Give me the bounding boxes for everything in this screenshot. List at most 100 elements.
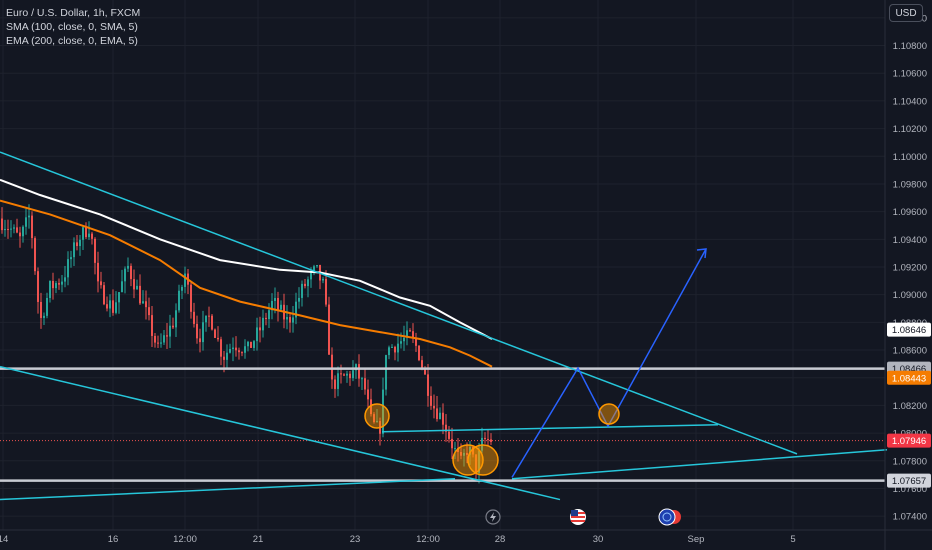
candle-body [403, 337, 405, 342]
candle-body [229, 348, 231, 353]
candle-body [154, 335, 156, 343]
candle-body [439, 412, 441, 420]
candle-body [67, 259, 69, 278]
candle-body [298, 297, 300, 302]
event-icons[interactable] [485, 508, 681, 526]
candle-body [139, 285, 141, 304]
candle-body [340, 373, 342, 375]
candle-body [358, 364, 360, 379]
candle-body [388, 347, 390, 356]
candle-body [250, 341, 252, 348]
y-tick-label: 1.09200 [893, 263, 927, 274]
time-axis[interactable]: 14 16 12:00 21 23 12:00 28 30 Sep 5 [0, 529, 932, 545]
candle-body [220, 339, 222, 357]
candle-body [94, 238, 96, 263]
price-tag-label: 1.08466 [892, 364, 926, 375]
price-tag-label: 1.08646 [892, 325, 926, 336]
y-tick-label: 1.07400 [893, 512, 927, 523]
candle-body [412, 331, 414, 338]
candle-body [235, 347, 237, 351]
symbol-title[interactable]: Euro / U.S. Dollar, 1h, FXCM [6, 7, 141, 19]
candle-body [10, 228, 12, 230]
candle-body [73, 242, 75, 258]
candle-body [211, 315, 213, 330]
candle-body [490, 439, 492, 442]
candle-body [271, 300, 273, 311]
sma-legend[interactable]: SMA (100, close, 0, SMA, 5) [6, 21, 138, 33]
candle-body [247, 341, 249, 347]
candle-body [226, 352, 228, 360]
candle-body [385, 355, 387, 390]
candlestick-series [1, 204, 492, 484]
candle-body [460, 452, 462, 456]
candle-body [37, 271, 39, 302]
candle-body [478, 450, 480, 473]
candle-body [427, 374, 429, 396]
candle-body [433, 405, 435, 409]
candle-body [58, 283, 60, 285]
candle-body [85, 227, 87, 238]
candle-body [334, 379, 336, 389]
candle-body [34, 238, 36, 272]
candle-body [328, 304, 330, 355]
candle-body [238, 350, 240, 353]
candle-body [448, 431, 450, 439]
candle-body [223, 356, 225, 360]
candle-body [22, 226, 24, 237]
y-tick-label: 1.09000 [893, 290, 927, 301]
candle-body [208, 315, 210, 317]
y-tick-label: 1.08600 [893, 346, 927, 357]
ema-legend[interactable]: EMA (200, close, 0, EMA, 5) [6, 35, 138, 47]
currency-button[interactable]: USD [889, 4, 923, 22]
us-flag-icon [570, 509, 586, 525]
y-tick-label: 1.07800 [893, 456, 927, 467]
candle-body [52, 280, 54, 289]
candle-body [190, 284, 192, 312]
candle-body [169, 325, 171, 337]
candle-body [469, 446, 471, 455]
candle-body [304, 283, 306, 287]
candle-body [244, 346, 246, 353]
candle-body [109, 300, 111, 309]
candle-body [382, 389, 384, 434]
projection-arrowhead [696, 248, 707, 259]
x-tick-label: 12:00 [173, 534, 197, 545]
candle-body [118, 292, 120, 303]
y-tick-label: 1.09800 [893, 179, 927, 190]
candle-body [205, 315, 207, 323]
globe-flag-icon [658, 508, 681, 526]
candle-body [166, 335, 168, 337]
y-tick-label: 1.10000 [893, 152, 927, 163]
y-tick-label: 1.10600 [893, 69, 927, 80]
drawings [0, 151, 888, 501]
candle-body [214, 329, 216, 338]
candle-body [463, 452, 465, 456]
candle-body [361, 378, 363, 380]
price-tag [887, 370, 931, 385]
candle-body [181, 286, 183, 291]
candle-body [163, 335, 165, 343]
candle-body [16, 227, 18, 233]
candle-body [406, 330, 408, 338]
candle-body [352, 370, 354, 379]
rising-support-line [0, 478, 456, 501]
candle-body [1, 218, 3, 231]
candle-body [124, 268, 126, 282]
lightning-icon [485, 509, 501, 525]
candle-body [61, 281, 63, 285]
candle-body [295, 301, 297, 318]
candle-body [415, 337, 417, 346]
price-tag-label: 1.07657 [892, 476, 926, 487]
candle-body [4, 229, 6, 231]
candle-body [178, 290, 180, 311]
candle-body [259, 327, 261, 331]
candle-body [199, 338, 201, 343]
candle-body [457, 448, 459, 453]
x-tick-label: 12:00 [416, 534, 440, 545]
candle-body [157, 342, 159, 344]
candle-body [487, 438, 489, 440]
candle-body [145, 301, 147, 308]
candle-body [151, 315, 153, 336]
highlight-circle [598, 403, 620, 425]
